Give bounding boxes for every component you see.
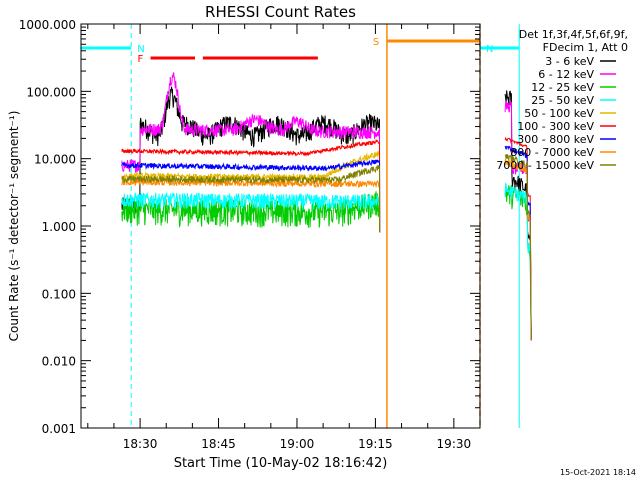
legend-label-7: 800 - 7000 keV: [510, 146, 594, 159]
legend-label-0: 3 - 6 keV: [545, 55, 594, 68]
plot-frame: [80, 23, 481, 429]
x-tick-label-3: 19:15: [358, 437, 393, 451]
y-tick-label-5: 100.000: [26, 85, 76, 99]
legend-header-line-1: Det 1f,3f,4f,5f,6f,9f,: [519, 28, 628, 41]
legend-label-2: 12 - 25 keV: [531, 81, 594, 94]
x-tick-label-0: 18:30: [123, 437, 158, 451]
series-line-7: [121, 158, 532, 341]
y-tick-label-1: 0.010: [42, 355, 76, 369]
y-tick-label-6: 1000.000: [19, 18, 76, 32]
footer-timestamp: 15-Oct-2021 18:14: [560, 468, 636, 477]
y-tick-label-3: 1.000: [42, 220, 76, 234]
y-axis-label: Count Rate (s⁻¹ detector⁻¹ segment⁻¹): [7, 111, 21, 342]
series-line-8: [121, 153, 532, 341]
flare-label: F: [138, 54, 144, 65]
legend-header-line-2: FDecim 1, Att 0: [543, 41, 628, 54]
series-line-3: [121, 182, 532, 341]
night-label-1: N: [486, 44, 493, 55]
series-line-5: [121, 136, 532, 341]
legend-label-1: 6 - 12 keV: [538, 68, 594, 81]
saa-label-2: S: [373, 37, 379, 48]
x-tick-label-2: 19:00: [280, 437, 315, 451]
legend-label-3: 25 - 50 keV: [531, 94, 594, 107]
y-tick-label-2: 0.100: [42, 287, 76, 301]
legend-label-4: 50 - 100 keV: [524, 107, 594, 120]
night-label-0: N: [137, 44, 144, 55]
chart-title: RHESSI Count Rates: [205, 3, 356, 21]
legend-label-6: 300 - 800 keV: [517, 133, 594, 146]
legend-label-5: 100 - 300 keV: [517, 120, 594, 133]
series-line-2: [121, 184, 532, 341]
x-axis-label: Start Time (10-May-02 18:16:42): [174, 456, 388, 471]
legend-label-8: 7000 - 15000 keV: [496, 159, 594, 172]
x-tick-label-1: 18:45: [201, 437, 236, 451]
y-tick-label-4: 10.000: [34, 153, 76, 167]
x-tick-label-4: 19:30: [437, 437, 472, 451]
series-line-6: [121, 145, 532, 341]
y-tick-label-0: 0.001: [42, 422, 76, 436]
